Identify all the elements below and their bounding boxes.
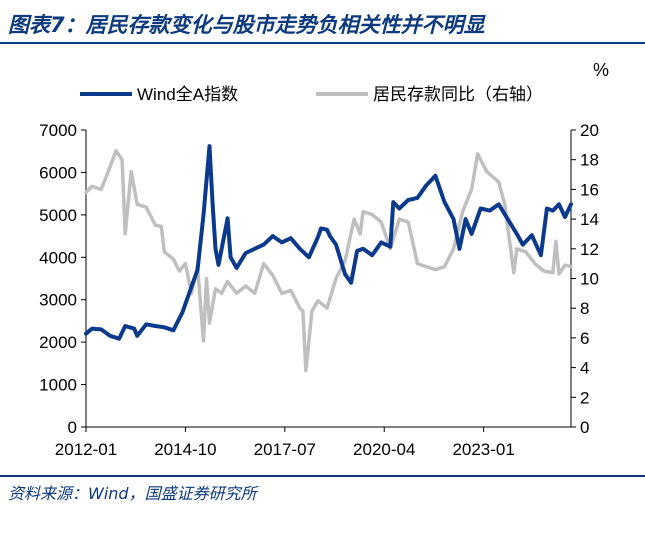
y-right-tick-label: 6 [580, 329, 589, 348]
y-right-tick-label: 10 [580, 270, 599, 289]
y-left-tick-label: 6000 [39, 163, 77, 182]
x-tick-label: 2020-04 [353, 440, 415, 459]
source-note: 资料来源：Wind，国盛证券研究所 [8, 484, 257, 503]
y-right-tick-label: 8 [580, 299, 589, 318]
figure-header: 图表7：居民存款变化与股市走势负相关性并不明显 [0, 0, 645, 44]
footer-rule [0, 475, 645, 477]
y-right-tick-label: 20 [580, 121, 599, 140]
legend-label-deposit: 居民存款同比（右轴） [373, 85, 543, 104]
y-right-tick-label: 2 [580, 388, 589, 407]
y-right-tick-label: 18 [580, 151, 599, 170]
wind-all-a-line [84, 144, 573, 341]
y-left-tick-label: 7000 [39, 121, 77, 140]
y-right-tick-label: 12 [580, 240, 599, 259]
right-axis-unit: % [593, 60, 609, 80]
y-left-tick-label: 3000 [39, 291, 77, 310]
deposit-yoy-line [84, 149, 573, 373]
y-left-tick-label: 2000 [39, 333, 77, 352]
y-left-tick-label: 5000 [39, 206, 77, 225]
y-left-tick-label: 0 [68, 418, 77, 437]
y-right-tick-label: 16 [580, 180, 599, 199]
figure-title: 图表7：居民存款变化与股市走势负相关性并不明显 [8, 13, 485, 37]
y-left-tick-label: 4000 [39, 248, 77, 267]
legend-label-wind: Wind全A指数 [137, 85, 238, 104]
x-tick-label: 2014-10 [154, 440, 216, 459]
x-tick-label: 2017-07 [254, 440, 316, 459]
chart: 0 1000 2000 3000 4000 5000 6000 7000 0 2 4 6 8 10 12 14… [39, 60, 609, 459]
header-rule [0, 42, 645, 44]
y-right-tick-label: 0 [580, 418, 589, 437]
y-left-tick-label: 1000 [39, 376, 77, 395]
y-right-tick-label: 4 [580, 359, 589, 378]
x-tick-label: 2012-01 [55, 440, 117, 459]
y-right-tick-label: 14 [580, 210, 599, 229]
x-tick-label: 2023-01 [452, 440, 514, 459]
